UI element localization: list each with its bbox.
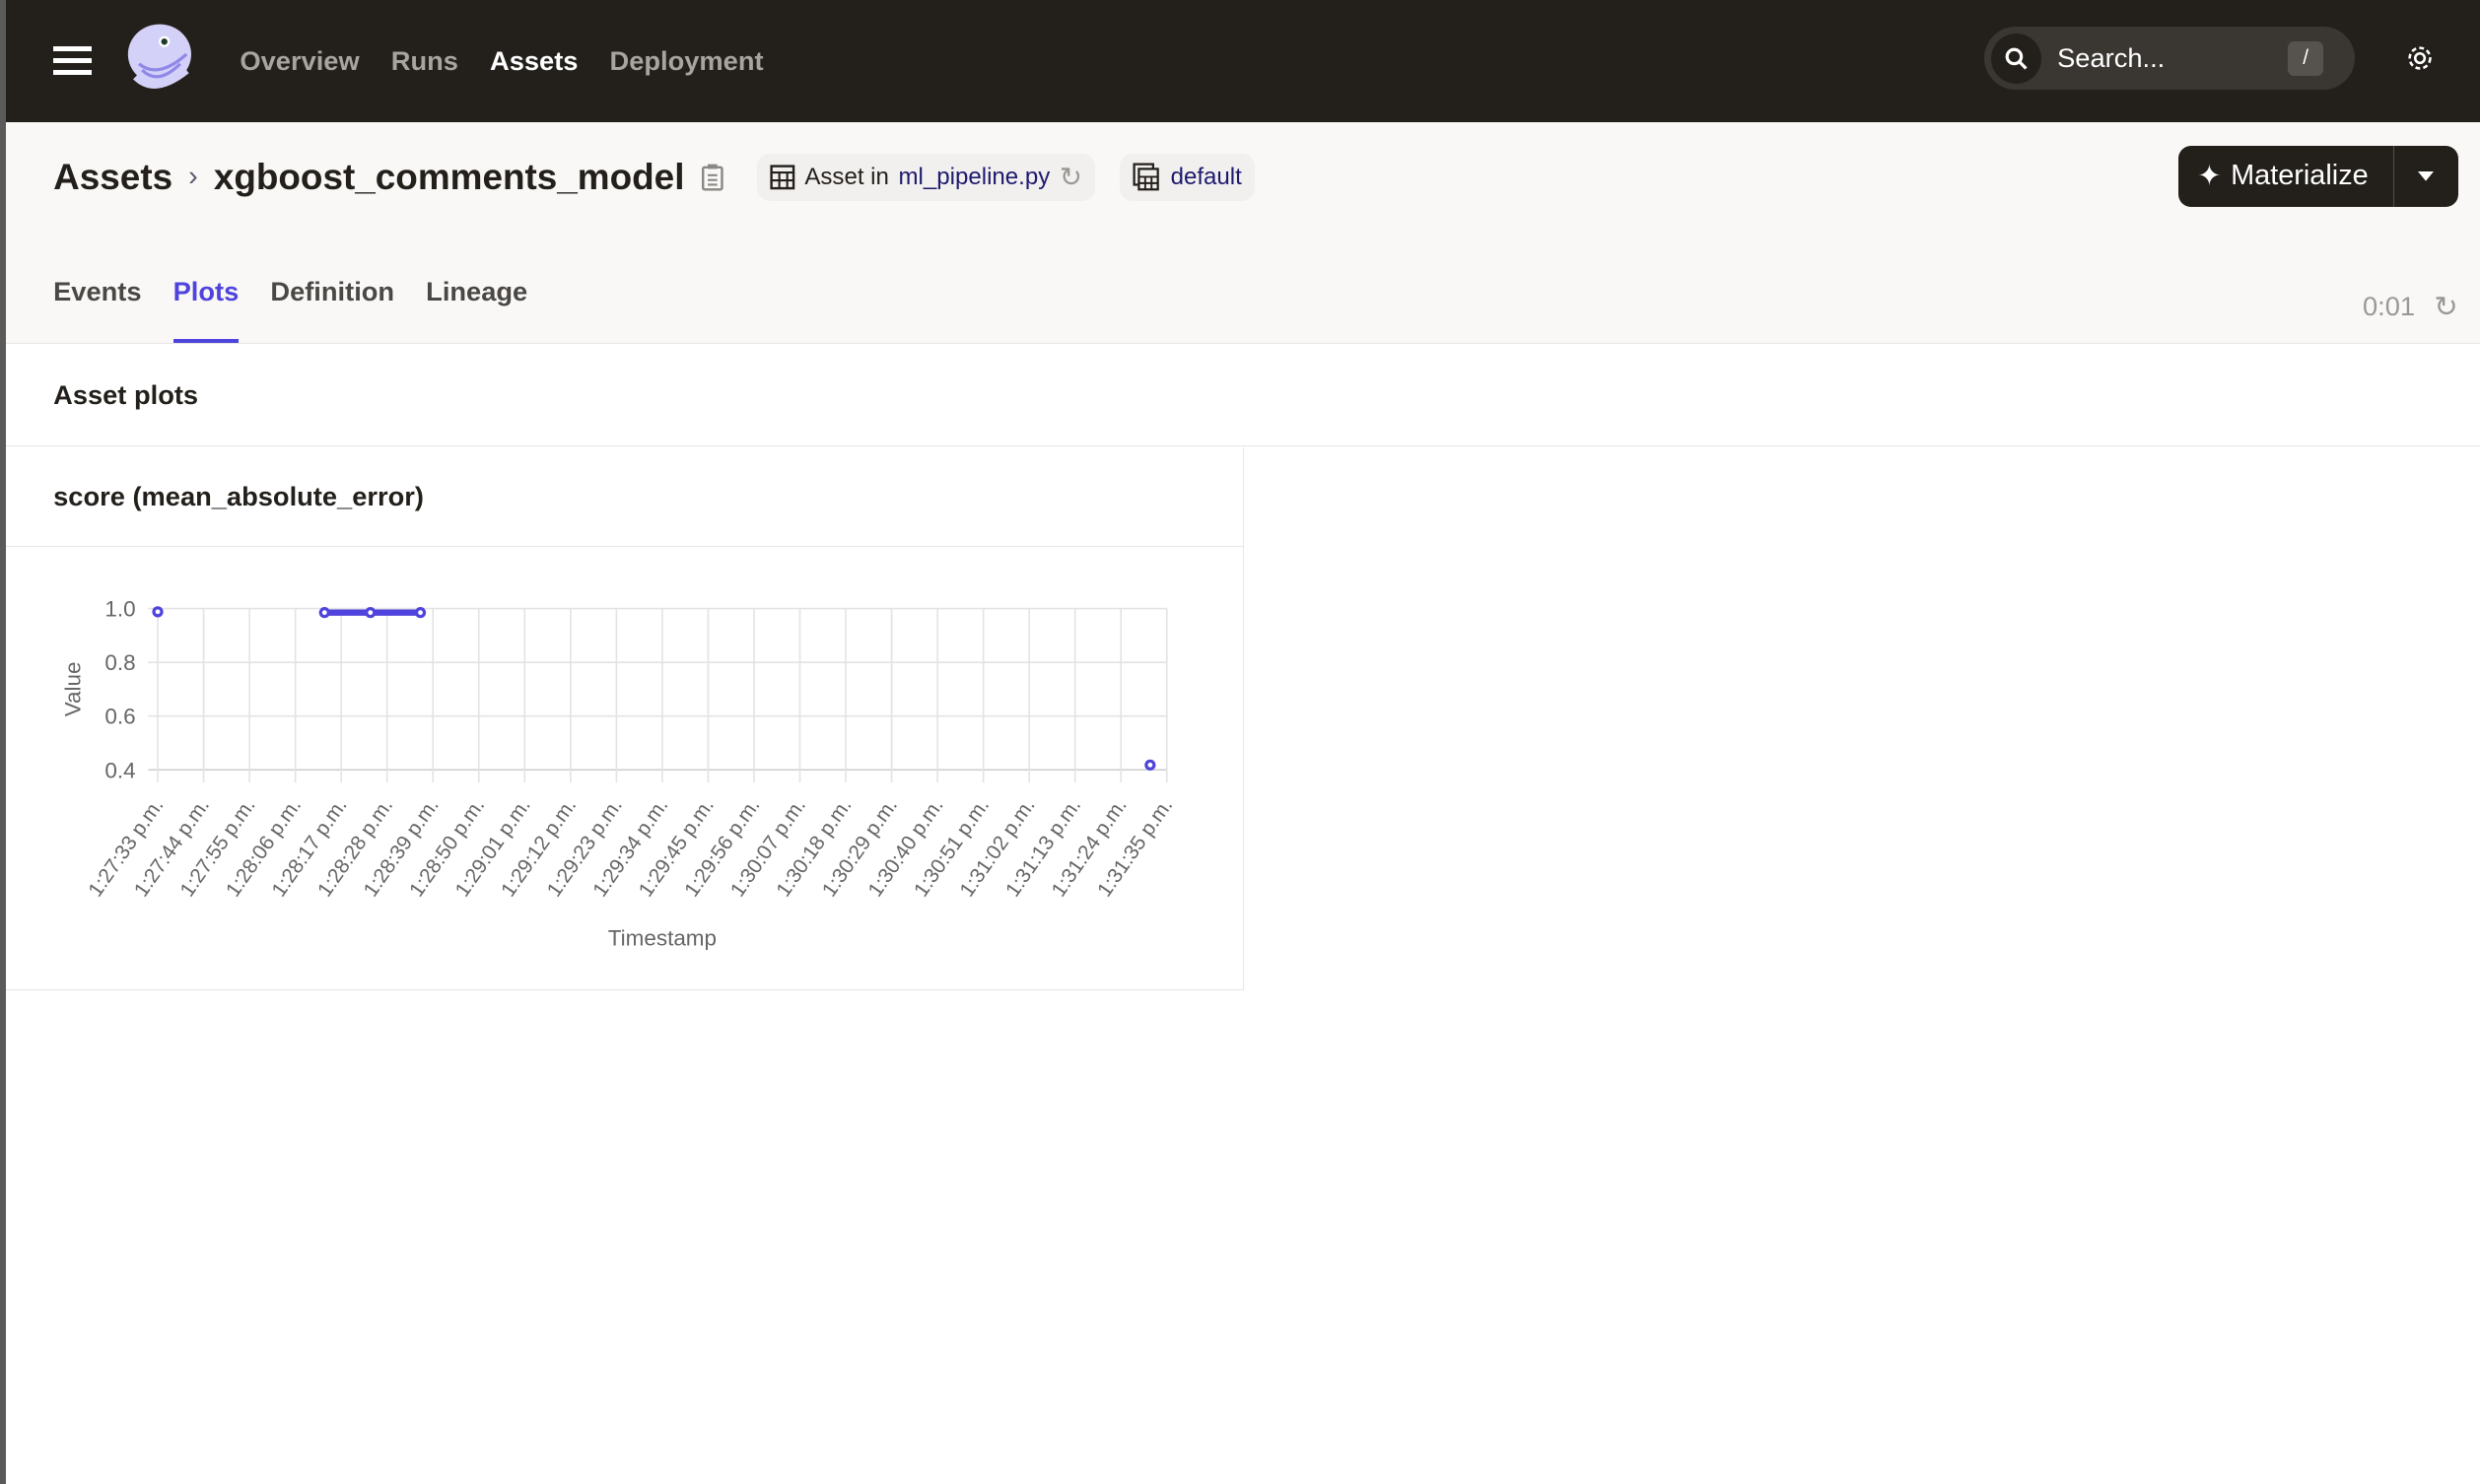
y-axis-label: Value [60,661,85,716]
line-chart: 0.40.60.81.01:27:33 p.m.1:27:44 p.m.1:27… [60,596,1177,950]
tab-lineage[interactable]: Lineage [426,276,528,307]
caret-down-icon [2418,171,2435,181]
tab-definition[interactable]: Definition [270,276,395,307]
tab-events[interactable]: Events [53,276,142,307]
plot-card: score (mean_absolute_error) 0.4 0.6 0.8 1.0… [6,447,1244,991]
materialize-dropdown-button[interactable] [2394,146,2457,208]
data-point [414,606,427,618]
refresh-icon[interactable]: ↻ [2434,291,2458,323]
y-tick-label: 1.0 [104,596,135,621]
top-nav-bar: Overview Runs Assets Deployment Search..… [6,0,2480,122]
reload-icon[interactable]: ↻ [1059,161,1082,192]
asset-header: Assets › xgboost_comments_model Asset in… [6,121,2480,345]
code-location-link[interactable]: ml_pipeline.py [898,163,1051,190]
plot-title: score (mean_absolute_error) [6,447,1243,547]
materialize-button-group: ✦ Materialize [2178,145,2458,208]
asset-group-icon [1133,163,1159,191]
search-shortcut: / [2288,40,2323,76]
nav-runs[interactable]: Runs [390,44,458,76]
section-title: Asset plots [6,344,2480,446]
y-tick-label: 0.8 [104,650,135,675]
nav-overview[interactable]: Overview [240,44,360,76]
tab-plots[interactable]: Plots [172,276,240,344]
search-icon [1990,33,2042,85]
group-link[interactable]: default [1170,163,1242,190]
nav-deployment[interactable]: Deployment [609,44,764,76]
data-point [1144,759,1156,771]
materialize-label: Materialize [2231,160,2369,192]
page-title: xgboost_comments_model [213,156,685,197]
nav-assets[interactable]: Assets [490,44,579,76]
refresh-timer: 0:01 [2363,291,2416,322]
y-tick-label: 0.6 [104,704,135,728]
materialize-button[interactable]: ✦ Materialize [2178,145,2395,208]
x-axis-label: Timestamp [608,925,717,950]
data-point [318,606,330,618]
gear-icon[interactable] [2404,42,2436,74]
data-point [365,606,377,618]
y-tick-label: 0.4 [104,758,135,782]
dagster-logo[interactable] [123,23,196,99]
table-icon [770,165,795,190]
code-location-pill: Asset in ml_pipeline.py ↻ [757,153,1095,201]
group-pill: default [1120,153,1255,201]
copy-icon[interactable] [700,163,725,191]
search-placeholder: Search... [2057,42,2166,74]
breadcrumb-assets[interactable]: Assets [53,156,173,197]
search-input[interactable]: Search... / [1984,27,2355,91]
asset-in-label: Asset in [804,163,889,190]
chevron-right-icon: › [188,161,198,193]
sparkle-icon: ✦ [2197,161,2222,193]
menu-icon[interactable] [53,46,92,76]
data-point [152,605,164,618]
